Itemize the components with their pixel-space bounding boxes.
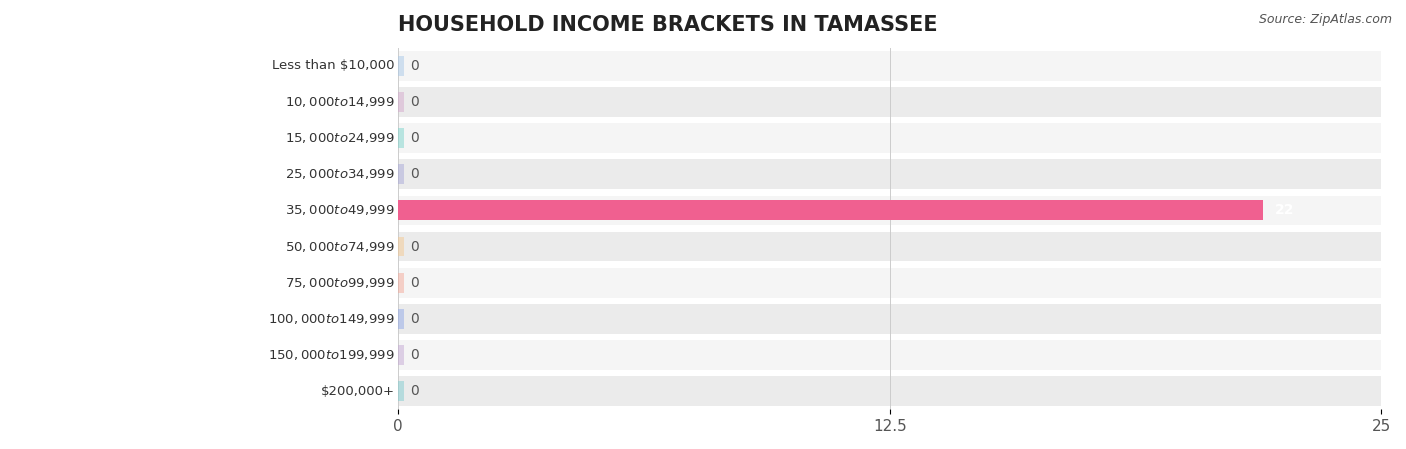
Bar	[312, 164, 398, 184]
Text: $10,000 to $14,999: $10,000 to $14,999	[285, 95, 395, 109]
Bar	[312, 56, 398, 76]
Text: 0: 0	[411, 384, 419, 398]
Text: $150,000 to $199,999: $150,000 to $199,999	[269, 348, 395, 362]
Bar	[398, 196, 1381, 225]
Text: 0: 0	[411, 95, 419, 109]
Bar	[398, 309, 404, 329]
Text: $75,000 to $99,999: $75,000 to $99,999	[285, 276, 395, 290]
Bar	[398, 87, 1381, 117]
Bar	[312, 345, 398, 365]
Text: Source: ZipAtlas.com: Source: ZipAtlas.com	[1258, 13, 1392, 26]
Text: 0: 0	[411, 348, 419, 362]
Bar	[398, 123, 1381, 153]
Text: 0: 0	[411, 167, 419, 181]
Text: 0: 0	[411, 276, 419, 290]
Text: HOUSEHOLD INCOME BRACKETS IN TAMASSEE: HOUSEHOLD INCOME BRACKETS IN TAMASSEE	[398, 15, 938, 35]
Bar	[312, 92, 398, 112]
Bar	[312, 273, 398, 293]
Bar	[398, 159, 1381, 189]
Bar	[398, 164, 404, 184]
Bar	[398, 56, 404, 76]
Text: $35,000 to $49,999: $35,000 to $49,999	[285, 203, 395, 217]
Text: 0: 0	[411, 312, 419, 326]
Text: $25,000 to $34,999: $25,000 to $34,999	[285, 167, 395, 181]
Bar	[398, 92, 404, 112]
Bar	[398, 381, 404, 401]
Bar	[398, 345, 404, 365]
Text: 0: 0	[411, 131, 419, 145]
Bar	[398, 273, 404, 293]
Text: 0: 0	[411, 240, 419, 254]
Bar	[398, 128, 404, 148]
Bar	[312, 237, 398, 256]
Bar	[398, 376, 1381, 406]
Text: $50,000 to $74,999: $50,000 to $74,999	[285, 240, 395, 254]
Bar	[312, 200, 398, 220]
Text: Less than $10,000: Less than $10,000	[273, 59, 395, 72]
Text: $200,000+: $200,000+	[321, 385, 395, 398]
Text: $100,000 to $149,999: $100,000 to $149,999	[269, 312, 395, 326]
Bar	[398, 340, 1381, 370]
Bar	[398, 237, 404, 256]
Text: 0: 0	[411, 59, 419, 73]
Bar	[398, 304, 1381, 334]
Bar	[312, 128, 398, 148]
Text: $15,000 to $24,999: $15,000 to $24,999	[285, 131, 395, 145]
Text: 22: 22	[1275, 203, 1295, 217]
Bar	[312, 309, 398, 329]
Bar	[312, 381, 398, 401]
Bar	[398, 268, 1381, 298]
Bar	[398, 232, 1381, 261]
Bar	[398, 200, 1264, 220]
Bar	[398, 51, 1381, 80]
